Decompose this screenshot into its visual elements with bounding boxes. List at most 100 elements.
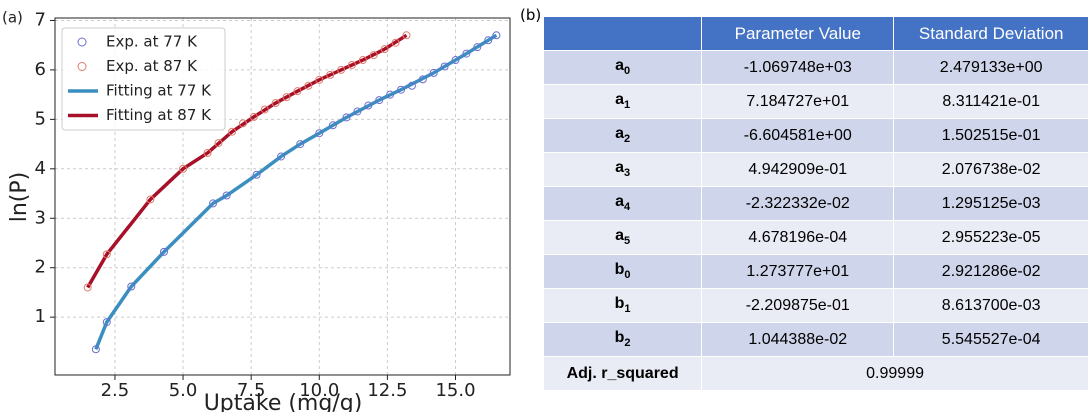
standard-deviation: 1.502515e-01 xyxy=(893,118,1089,153)
standard-deviation: 2.955223e-05 xyxy=(893,220,1089,255)
x-tick-label: 10.0 xyxy=(299,380,339,401)
y-tick-label: 6 xyxy=(35,59,46,80)
table-panel: (b) Parameter Value Standard Deviation a… xyxy=(520,0,1089,412)
data-point xyxy=(364,101,373,110)
name-subscript: 1 xyxy=(624,303,631,316)
header-cell: Parameter Value xyxy=(701,16,895,51)
legend-box xyxy=(61,27,226,131)
parameter-value: -6.604581e+00 xyxy=(701,118,895,153)
y-tick-label: 5 xyxy=(35,108,46,129)
data-point xyxy=(337,65,346,74)
name-base: a xyxy=(615,91,624,109)
name-subscript: 0 xyxy=(624,269,631,282)
legend-marker xyxy=(77,37,87,47)
standard-deviation: 5.545527e-04 xyxy=(893,322,1089,357)
data-point xyxy=(102,250,111,259)
standard-deviation: 1.295125e-03 xyxy=(893,186,1089,221)
data-point xyxy=(146,195,155,204)
name-subscript: 0 xyxy=(623,65,631,78)
data-point xyxy=(179,164,188,173)
data-point xyxy=(127,282,136,291)
x-axis-label: Uptake (mg/g) xyxy=(204,391,363,412)
data-point xyxy=(451,56,460,65)
data-point xyxy=(484,36,493,45)
data-point xyxy=(347,60,356,69)
parameter-table: Parameter Value Standard Deviation a0 -1.… xyxy=(542,16,1089,391)
y-tick-label: 4 xyxy=(35,158,46,179)
legend-marker xyxy=(77,62,87,71)
data-point xyxy=(304,81,313,90)
table-row: a2 -6.604581e+00 1.502515e-01 xyxy=(542,118,1089,153)
data-point xyxy=(342,113,351,122)
parameter-name: b1 xyxy=(542,288,703,323)
parameter-name: a0 xyxy=(542,50,703,85)
data-point xyxy=(315,129,324,138)
x-tick-label: 5.0 xyxy=(169,380,198,401)
table-row: a0 -1.069748e+03 2.479133e+00 xyxy=(542,50,1089,85)
name-base: b xyxy=(614,295,625,313)
parameter-name: a4 xyxy=(542,186,703,221)
parameter-value: -1.069748e+03 xyxy=(701,50,895,85)
y-tick-label: 3 xyxy=(35,207,46,228)
data-point xyxy=(473,43,482,52)
name-base: b xyxy=(614,261,625,279)
data-point xyxy=(249,112,258,121)
legend-label: Exp. at 77 K xyxy=(106,33,198,51)
panel-label: (b) xyxy=(520,6,542,24)
header-cell xyxy=(542,16,703,51)
legend-label: Fitting at 87 K xyxy=(106,106,212,124)
data-point xyxy=(209,199,218,208)
header-cell: Standard Deviation xyxy=(893,16,1089,51)
y-tick-label: 7 xyxy=(35,9,46,30)
name-subscript: 2 xyxy=(624,337,631,350)
data-point xyxy=(238,119,247,128)
panel-label: (a) xyxy=(2,9,23,27)
data-point xyxy=(203,148,212,157)
parameter-name: a2 xyxy=(542,118,703,153)
legend-label: Fitting at 77 K xyxy=(106,82,212,100)
data-point xyxy=(282,93,291,102)
parameter-value: 1.044388e-02 xyxy=(701,322,895,357)
data-point xyxy=(402,31,411,40)
data-point xyxy=(326,70,335,79)
standard-deviation: 8.613700e-03 xyxy=(893,288,1089,323)
name-base: a xyxy=(615,125,624,143)
standard-deviation: 2.076738e-02 xyxy=(893,152,1089,187)
x-tick-label: 15.0 xyxy=(435,380,475,401)
data-point xyxy=(159,247,168,256)
data-point xyxy=(386,90,395,99)
footer-name: Adj. r_squared xyxy=(542,356,703,391)
x-tick-label: 2.5 xyxy=(101,380,130,401)
data-point xyxy=(440,62,449,71)
standard-deviation: 2.479133e+00 xyxy=(893,50,1089,85)
data-point xyxy=(328,121,337,130)
fit-line xyxy=(94,33,498,350)
parameter-value: 4.942909e-01 xyxy=(701,152,895,187)
x-tick-label: 7.5 xyxy=(237,380,266,401)
parameter-name: a3 xyxy=(542,152,703,187)
table-row: b2 1.044388e-02 5.545527e-04 xyxy=(542,322,1089,357)
standard-deviation: 2.921286e-02 xyxy=(893,254,1089,289)
parameter-value: 1.273777e+01 xyxy=(701,254,895,289)
data-point xyxy=(228,127,237,136)
data-point xyxy=(429,68,438,77)
data-point xyxy=(418,75,427,84)
data-point xyxy=(277,152,286,161)
name-base: a xyxy=(615,193,624,211)
parameter-value: 4.678196e-04 xyxy=(701,220,895,255)
data-point xyxy=(91,345,100,354)
y-tick-label: 1 xyxy=(35,306,46,327)
header-row: Parameter Value Standard Deviation xyxy=(542,16,1089,51)
parameter-name: b0 xyxy=(542,254,703,289)
data-point xyxy=(380,45,389,54)
name-subscript: 2 xyxy=(623,133,631,146)
data-point xyxy=(462,49,471,58)
parameter-value: -2.322332e-02 xyxy=(701,186,895,221)
data-point xyxy=(492,31,501,40)
table-row: a5 4.678196e-04 2.955223e-05 xyxy=(542,220,1089,255)
name-subscript: 1 xyxy=(623,99,631,112)
table-row: a1 7.184727e+01 8.311421e-01 xyxy=(542,84,1089,119)
parameter-name: a1 xyxy=(542,84,703,119)
name-base: a xyxy=(615,159,624,177)
